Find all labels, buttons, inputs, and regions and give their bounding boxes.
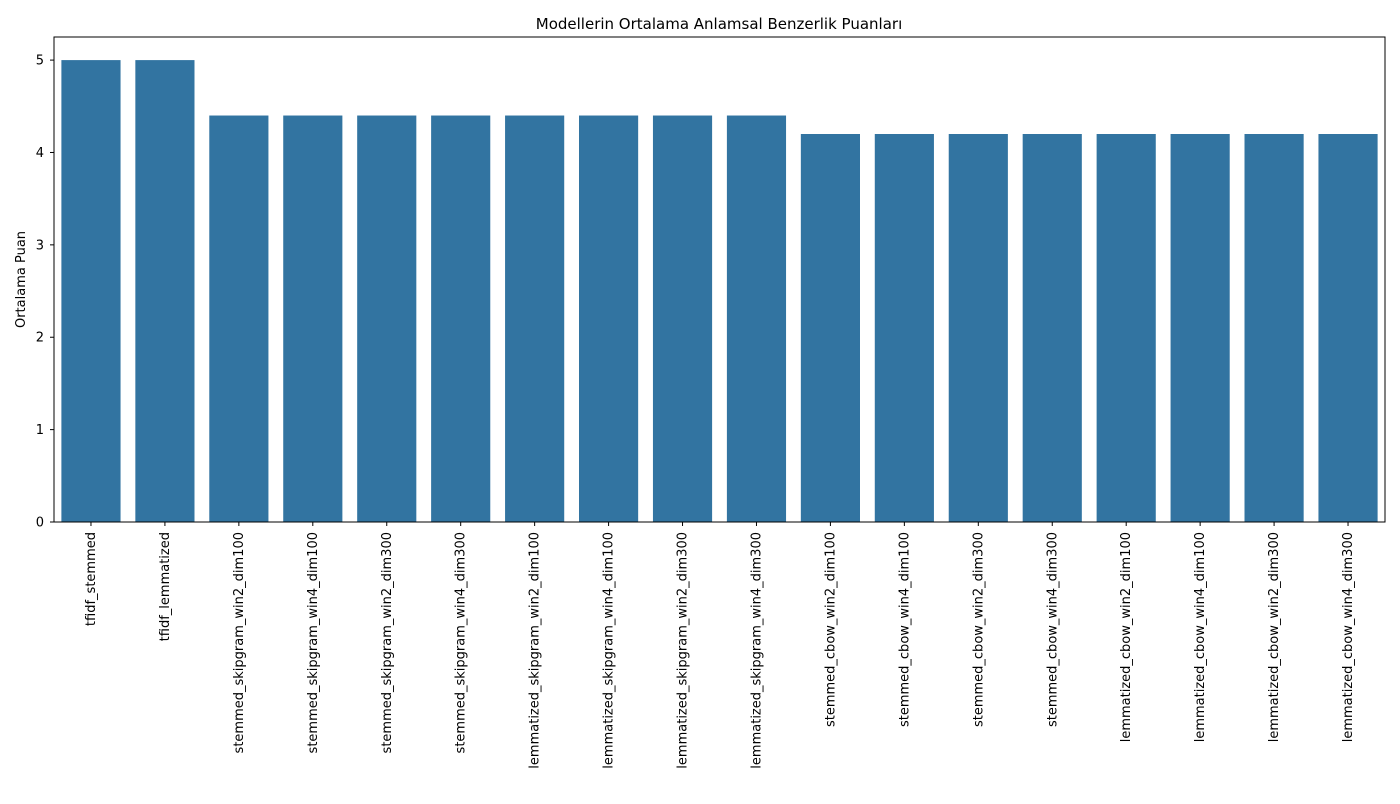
y-tick-label: 3 [36, 238, 44, 253]
x-tick-label: stemmed_skipgram_win4_dim100 [306, 532, 321, 753]
x-tick-label: lemmatized_skipgram_win2_dim100 [528, 532, 543, 769]
y-tick-label: 0 [36, 516, 44, 531]
x-tick-label: lemmatized_cbow_win4_dim300 [1341, 532, 1356, 742]
bar-stemmed_cbow_win2_dim300 [948, 134, 1008, 522]
plot-frame [53, 36, 1386, 523]
x-axis-ticks: tfidf_stemmed tfidf_lemmatized stemmed_ski… [84, 522, 1356, 769]
bar-stemmed_skipgram_win4_dim300 [431, 115, 491, 523]
x-tick-label: stemmed_cbow_win2_dim100 [823, 532, 838, 727]
x-tick-label: stemmed_cbow_win2_dim300 [971, 532, 986, 727]
bar-lemmatized_cbow_win4_dim300 [1318, 134, 1378, 522]
y-tick-label: 4 [36, 146, 44, 161]
bar-lemmatized_cbow_win2_dim100 [1096, 134, 1156, 522]
bar-tfidf_stemmed [61, 60, 121, 522]
y-tick-label: 5 [36, 54, 44, 69]
bar-lemmatized_cbow_win4_dim100 [1170, 134, 1230, 522]
bar-lemmatized_cbow_win2_dim300 [1244, 134, 1304, 522]
x-tick-label: tfidf_stemmed [84, 532, 99, 626]
bar-lemmatized_skipgram_win4_dim300 [726, 115, 787, 523]
bar-lemmatized_skipgram_win2_dim100 [505, 115, 565, 523]
x-tick-label: stemmed_cbow_win4_dim300 [1045, 532, 1060, 727]
y-tick-label: 1 [36, 423, 44, 438]
y-axis-ticks: 0 1 2 3 4 5 [36, 54, 54, 531]
x-tick-label: stemmed_cbow_win4_dim100 [897, 532, 912, 727]
chart-title: Modellerin Ortalama Anlamsal Benzerlik P… [536, 15, 902, 33]
y-axis-label: Ortalama Puan [14, 231, 29, 328]
bar-stemmed_skipgram_win2_dim100 [209, 115, 269, 523]
bar-lemmatized_skipgram_win4_dim100 [579, 115, 639, 523]
x-tick-label: lemmatized_cbow_win4_dim100 [1193, 532, 1208, 742]
x-tick-label: stemmed_skipgram_win2_dim100 [232, 532, 247, 753]
x-tick-label: stemmed_skipgram_win2_dim300 [380, 532, 395, 753]
x-tick-label: stemmed_skipgram_win4_dim300 [454, 532, 469, 753]
bar-lemmatized_skipgram_win2_dim300 [652, 115, 713, 523]
bar-stemmed_cbow_win4_dim100 [874, 134, 934, 522]
x-tick-label: lemmatized_skipgram_win2_dim300 [676, 532, 691, 769]
x-tick-label: tfidf_lemmatized [158, 532, 173, 641]
bar-stemmed_cbow_win2_dim100 [800, 134, 860, 522]
x-tick-label: lemmatized_skipgram_win4_dim100 [602, 532, 617, 769]
x-tick-label: lemmatized_cbow_win2_dim100 [1119, 532, 1134, 742]
x-tick-label: lemmatized_skipgram_win4_dim300 [749, 532, 764, 769]
bar-stemmed_cbow_win4_dim300 [1022, 134, 1082, 522]
y-tick-label: 2 [36, 331, 44, 346]
bar-stemmed_skipgram_win2_dim300 [357, 115, 417, 523]
bar-stemmed_skipgram_win4_dim100 [283, 115, 343, 523]
x-tick-label: lemmatized_cbow_win2_dim300 [1267, 532, 1282, 742]
bars-layer [61, 60, 1378, 523]
bar-tfidf_lemmatized [135, 60, 195, 522]
